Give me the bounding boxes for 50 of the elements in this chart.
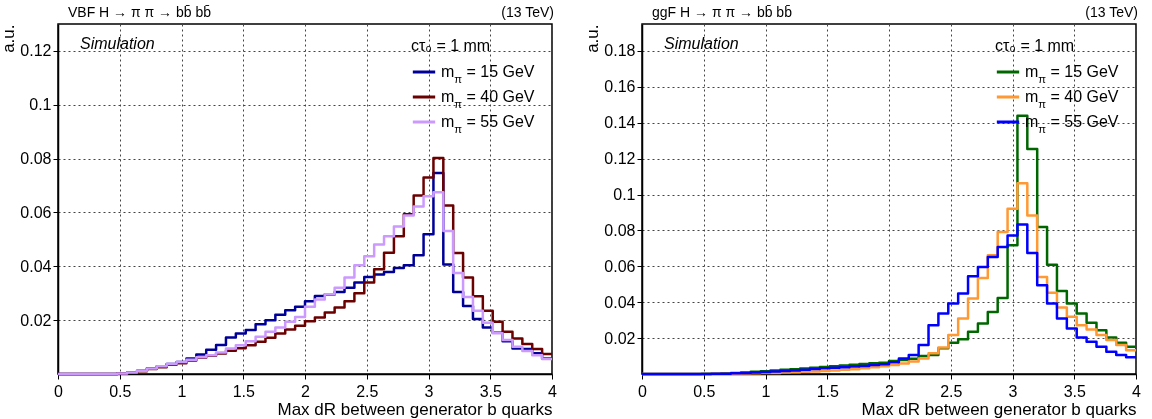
x-tick-label: 1.5 bbox=[816, 382, 839, 400]
text: (13 TeV) bbox=[501, 4, 554, 20]
legend-label: m$_{π}$ = 15 GeV bbox=[1025, 63, 1119, 85]
y-tick-label: 0.04 bbox=[20, 257, 52, 275]
y-tick-label: 0.02 bbox=[20, 311, 52, 329]
y-tick-label: 0.18 bbox=[604, 42, 636, 60]
x-axis-title: Max dR between generator b quarks bbox=[277, 399, 553, 419]
legend-label: m$_{π}$ = 40 GeV bbox=[441, 88, 535, 110]
y-tick-label: 0.04 bbox=[604, 293, 636, 311]
x-axis-title: Max dR between generator b quarks bbox=[861, 399, 1137, 419]
y-tick-label: 0.08 bbox=[604, 221, 636, 239]
x-tick-label: 3 bbox=[424, 382, 434, 400]
y-tick-label: 0.02 bbox=[604, 329, 636, 347]
x-tick-label: 4 bbox=[548, 382, 558, 400]
x-tick-label: 2 bbox=[301, 382, 311, 400]
x-tick-label: 0.5 bbox=[693, 382, 716, 400]
y-tick-label: 0.1 bbox=[613, 186, 636, 204]
y-tick-label: 0.12 bbox=[20, 42, 52, 60]
text: (13 TeV) bbox=[1085, 4, 1138, 20]
x-tick-label: 3 bbox=[1008, 382, 1018, 400]
y-tick-label: 0.08 bbox=[20, 150, 52, 168]
y-tick-label: 0.12 bbox=[604, 150, 636, 168]
x-tick-label: 1.5 bbox=[232, 382, 255, 400]
x-tick-label: 4 bbox=[1132, 382, 1142, 400]
y-tick-label: 0.1 bbox=[29, 96, 52, 114]
x-tick-label: 2 bbox=[885, 382, 895, 400]
x-tick-label: 0 bbox=[638, 382, 648, 400]
x-tick-label: 3.5 bbox=[1063, 382, 1086, 400]
x-tick-label: 1 bbox=[177, 382, 187, 400]
x-tick-label: 1 bbox=[761, 382, 771, 400]
x-tick-label: 0 bbox=[54, 382, 64, 400]
x-tick-label: 2.5 bbox=[356, 382, 379, 400]
legend-label: m$_{π}$ = 40 GeV bbox=[1025, 88, 1119, 110]
y-tick-label: 0.06 bbox=[20, 203, 52, 221]
y-axis-title: a.u. bbox=[0, 24, 19, 53]
legend-label: m$_{π}$ = 15 GeV bbox=[441, 63, 535, 85]
chart-title: ggF H → π π → bb̄ bb̄ bbox=[652, 4, 793, 20]
legend-label: m$_{π}$ = 55 GeV bbox=[441, 113, 535, 135]
annotation: Simulation bbox=[80, 35, 155, 52]
y-tick-label: 0.16 bbox=[604, 78, 636, 96]
y-tick-label: 0.06 bbox=[604, 257, 636, 275]
y-axis-title: a.u. bbox=[583, 24, 603, 53]
legend-title: cτ₀ = 1 mm bbox=[411, 37, 491, 54]
x-tick-label: 3.5 bbox=[479, 382, 502, 400]
annotation: Simulation bbox=[664, 35, 739, 52]
legend-title: cτ₀ = 1 mm bbox=[995, 37, 1075, 54]
x-tick-label: 0.5 bbox=[109, 382, 132, 400]
chart-title: VBF H → π π → bb̄ bb̄ bbox=[68, 4, 212, 20]
x-tick-label: 2.5 bbox=[940, 382, 963, 400]
y-tick-label: 0.14 bbox=[604, 114, 636, 132]
